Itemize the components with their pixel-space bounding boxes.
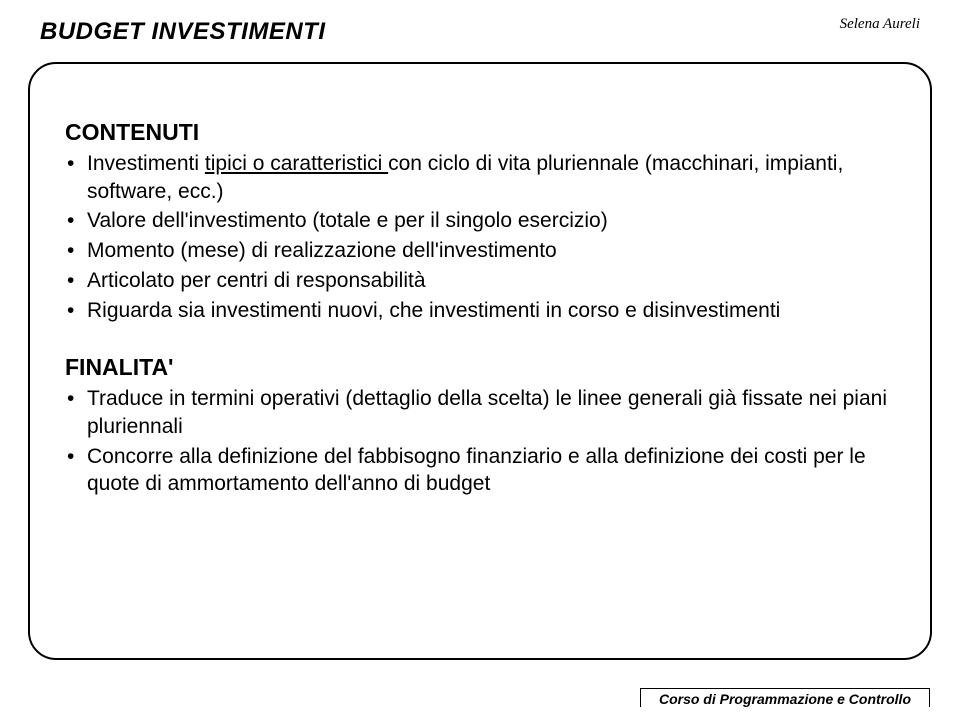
author-name: Selena Aureli bbox=[840, 16, 920, 33]
text-part: Riguarda sia investimenti nuovi, che inv… bbox=[87, 299, 780, 322]
text-part: Investimenti bbox=[87, 152, 205, 175]
list-item: Concorre alla definizione del fabbisogno… bbox=[65, 443, 895, 498]
section-heading-finalita: FINALITA' bbox=[65, 354, 895, 381]
bullet-list-contenuti: Investimenti tipici o caratteristici con… bbox=[65, 150, 895, 324]
content-frame: CONTENUTI Investimenti tipici o caratter… bbox=[28, 62, 932, 660]
footer-course-label: Corso di Programmazione e Controllo bbox=[640, 688, 930, 707]
list-item: Investimenti tipici o caratteristici con… bbox=[65, 150, 895, 205]
list-item: Traduce in termini operativi (dettaglio … bbox=[65, 385, 895, 440]
section-heading-contenuti: CONTENUTI bbox=[65, 119, 895, 146]
list-item: Valore dell'investimento (totale e per i… bbox=[65, 207, 895, 235]
list-item: Articolato per centri di responsabilità bbox=[65, 267, 895, 295]
text-part: Momento (mese) di realizzazione dell'inv… bbox=[87, 239, 557, 262]
text-part: Articolato per centri di responsabilità bbox=[87, 269, 426, 292]
list-item: Momento (mese) di realizzazione dell'inv… bbox=[65, 237, 895, 265]
slide-title: BUDGET INVESTIMENTI bbox=[40, 18, 326, 46]
bullet-list-finalita: Traduce in termini operativi (dettaglio … bbox=[65, 385, 895, 498]
text-part: Valore dell'investimento (totale e per i… bbox=[87, 209, 608, 232]
text-part: Traduce in termini operativi (dettaglio … bbox=[87, 387, 887, 438]
text-part-underlined: tipici o caratteristici bbox=[205, 152, 388, 175]
text-part: Concorre alla definizione del fabbisogno… bbox=[87, 445, 866, 496]
list-item: Riguarda sia investimenti nuovi, che inv… bbox=[65, 297, 895, 325]
